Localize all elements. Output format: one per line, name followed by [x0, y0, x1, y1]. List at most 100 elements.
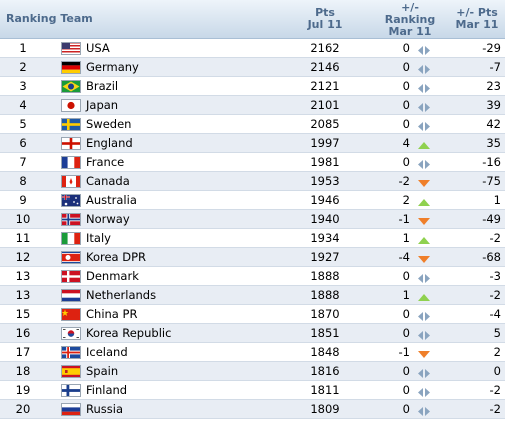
rank-cell: 4	[19, 98, 27, 112]
rank-cell: 16	[15, 326, 31, 340]
points-cell: 2121	[310, 79, 340, 93]
trend-up-icon	[416, 138, 432, 149]
team-name-link[interactable]: Norway	[86, 212, 130, 226]
table-row[interactable]: 15 China PR 1870 0 -4	[0, 305, 505, 324]
header-diff-line2: Mar 11	[455, 18, 499, 31]
ranking-move-cell: 0	[402, 41, 410, 55]
trend-up-icon	[416, 233, 432, 244]
team-name-link[interactable]: Brazil	[86, 79, 119, 93]
rank-cell: 2	[19, 60, 27, 74]
norway-flag-icon	[61, 213, 81, 226]
rank-cell: 19	[15, 383, 31, 397]
rank-cell: 5	[19, 117, 27, 131]
england-flag-icon	[61, 137, 81, 150]
team-name-link[interactable]: China PR	[86, 307, 138, 321]
table-row[interactable]: 16 Korea Republic 1851 0 5	[0, 324, 505, 343]
header-move-line2: Ranking	[384, 13, 436, 26]
ranking-move-cell: 0	[402, 269, 410, 283]
ranking-move-cell: 0	[402, 98, 410, 112]
table-row[interactable]: 6 England 1997 4 35	[0, 134, 505, 153]
finland-flag-icon	[61, 384, 81, 397]
table-row[interactable]: 10 Norway 1940 -1 -49	[0, 210, 505, 229]
ranking-move-cell: 2	[402, 193, 410, 207]
trend-same-icon	[416, 100, 432, 112]
team-name-link[interactable]: Netherlands	[86, 288, 157, 302]
ranking-move-cell: 0	[402, 79, 410, 93]
ranking-move-cell: 1	[402, 288, 410, 302]
table-row[interactable]: 13 Denmark 1888 0 -3	[0, 267, 505, 286]
ranking-move-cell: 0	[402, 307, 410, 321]
table-row[interactable]: 4 Japan 2101 0 39	[0, 96, 505, 115]
trend-same-icon	[416, 328, 432, 340]
points-diff-cell: -2	[489, 288, 501, 302]
points-cell: 1940	[310, 212, 340, 226]
header-pts-line2: Jul 11	[307, 18, 343, 31]
table-row[interactable]: 3 Brazil 2121 0 23	[0, 77, 505, 96]
table-row[interactable]: 13 Netherlands 1888 1 -2	[0, 286, 505, 305]
points-cell: 2146	[310, 60, 340, 74]
france-flag-icon	[61, 156, 81, 169]
points-diff-cell: 42	[486, 117, 501, 131]
table-row[interactable]: 11 Italy 1934 1 -2	[0, 229, 505, 248]
trend-same-icon	[416, 271, 432, 283]
points-diff-cell: 35	[486, 136, 501, 150]
table-row[interactable]: 5 Sweden 2085 0 42	[0, 115, 505, 134]
header-ranking-team[interactable]: Ranking Team	[6, 12, 93, 25]
usa-flag-icon	[61, 42, 81, 55]
points-cell: 2085	[310, 117, 340, 131]
ranking-move-cell: 0	[402, 60, 410, 74]
points-diff-cell: -2	[489, 383, 501, 397]
table-row[interactable]: 12 Korea DPR 1927 -4 -68	[0, 248, 505, 267]
table-row[interactable]: 2 Germany 2146 0 -7	[0, 58, 505, 77]
points-cell: 1811	[310, 383, 340, 397]
team-name-link[interactable]: Iceland	[86, 345, 128, 359]
points-diff-cell: -75	[482, 174, 501, 188]
australia-flag-icon	[61, 194, 81, 207]
table-row[interactable]: 9 Australia 1946 2 1	[0, 191, 505, 210]
points-cell: 1934	[310, 231, 340, 245]
points-cell: 1851	[310, 326, 340, 340]
team-name-link[interactable]: England	[86, 136, 133, 150]
team-name-link[interactable]: USA	[86, 41, 110, 55]
table-row[interactable]: 17 Iceland 1848 -1 2	[0, 343, 505, 362]
team-name-link[interactable]: Japan	[86, 98, 119, 112]
trend-down-icon	[416, 176, 432, 187]
rank-cell: 13	[15, 288, 31, 302]
table-row[interactable]: 19 Finland 1811 0 -2	[0, 381, 505, 400]
header-pts-line1: Pts	[315, 6, 335, 19]
header-pts-diff[interactable]: +/- Pts Mar 11	[450, 7, 504, 31]
points-diff-cell: -4	[489, 307, 501, 321]
points-diff-cell: -2	[489, 231, 501, 245]
team-name-link[interactable]: Denmark	[86, 269, 139, 283]
header-ranking-move[interactable]: +/- Ranking Mar 11	[378, 2, 442, 38]
rank-cell: 13	[15, 269, 31, 283]
team-name-link[interactable]: Australia	[86, 193, 137, 207]
brazil-flag-icon	[61, 80, 81, 93]
team-name-link[interactable]: Spain	[86, 364, 119, 378]
ranking-move-cell: -4	[398, 250, 410, 264]
table-row[interactable]: 18 Spain 1816 0 0	[0, 362, 505, 381]
points-cell: 1816	[310, 364, 340, 378]
table-row[interactable]: 8 Canada 1953 -2 -75	[0, 172, 505, 191]
points-diff-cell: 1	[493, 193, 501, 207]
koreadpr-flag-icon	[61, 251, 81, 264]
team-name-link[interactable]: Sweden	[86, 117, 132, 131]
team-name-link[interactable]: Italy	[86, 231, 111, 245]
table-row[interactable]: 1 USA 2162 0 -29	[0, 39, 505, 58]
table-row[interactable]: 7 France 1981 0 -16	[0, 153, 505, 172]
team-name-link[interactable]: Canada	[86, 174, 130, 188]
trend-same-icon	[416, 81, 432, 93]
trend-same-icon	[416, 43, 432, 55]
team-name-link[interactable]: Korea Republic	[86, 326, 172, 340]
ranking-move-cell: 0	[402, 117, 410, 131]
team-name-link[interactable]: Korea DPR	[86, 250, 147, 264]
rank-cell: 3	[19, 79, 27, 93]
team-name-link[interactable]: Finland	[86, 383, 128, 397]
team-name-link[interactable]: Germany	[86, 60, 139, 74]
team-name-link[interactable]: France	[86, 155, 125, 169]
points-cell: 1997	[310, 136, 340, 150]
points-diff-cell: -3	[489, 269, 501, 283]
rank-cell: 7	[19, 155, 27, 169]
header-pts[interactable]: Pts Jul 11	[300, 7, 350, 31]
